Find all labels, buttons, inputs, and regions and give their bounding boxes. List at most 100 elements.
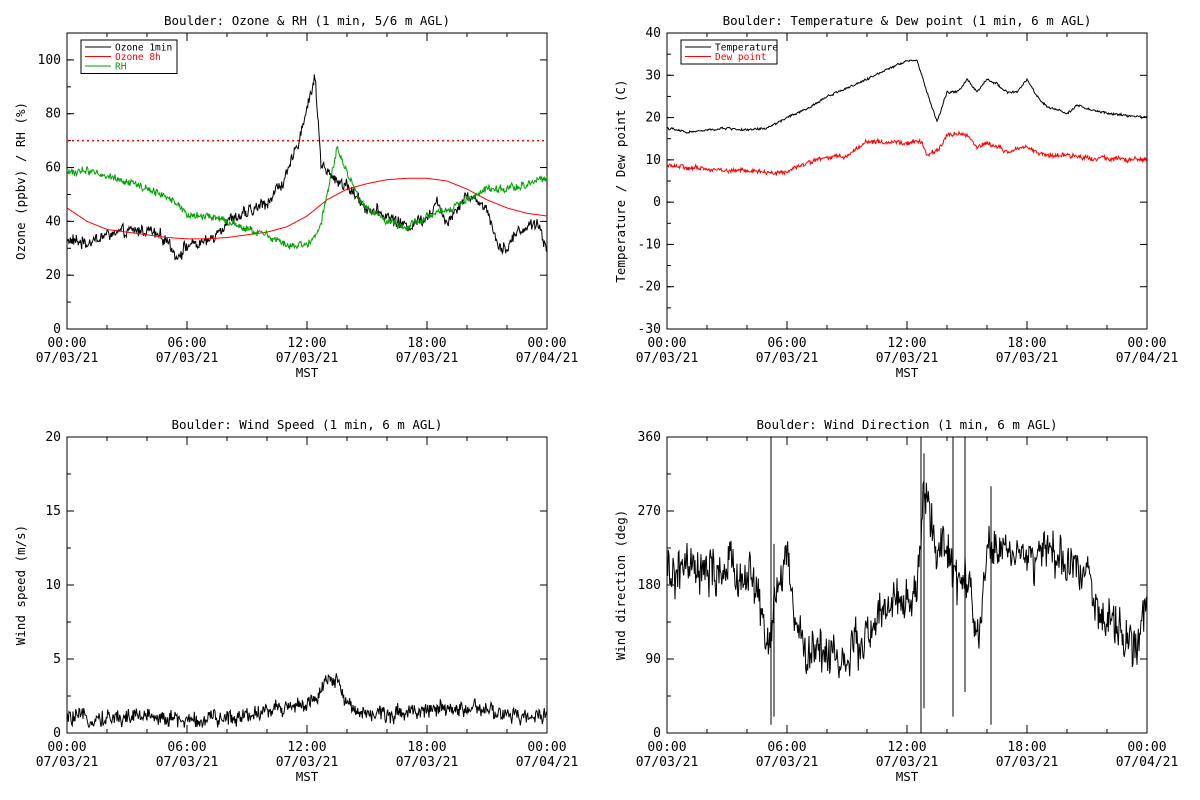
x-tick-time-label: 00:00 xyxy=(647,740,686,755)
legend-label: Temperature xyxy=(715,43,778,54)
x-tick-date-label: 07/03/21 xyxy=(276,755,339,770)
series-line-2 xyxy=(67,177,547,240)
y-tick-label: 20 xyxy=(45,268,61,283)
chart-title: Boulder: Ozone & RH (1 min, 5/6 m AGL) xyxy=(164,13,450,28)
x-tick-time-label: 12:00 xyxy=(887,740,926,755)
x-tick-date-label: 07/03/21 xyxy=(996,351,1059,366)
series-line-2 xyxy=(667,130,1147,176)
plot-area xyxy=(667,437,1147,733)
x-tick-date-label: 07/03/21 xyxy=(876,351,939,366)
x-axis-label: MST xyxy=(296,365,319,380)
x-axis-label: MST xyxy=(896,365,919,380)
x-tick-date-label: 07/04/21 xyxy=(1116,351,1179,366)
series-line-2 xyxy=(770,437,992,733)
x-tick-date-label: 07/03/21 xyxy=(396,755,459,770)
legend-label: Dew point xyxy=(715,52,766,63)
plot-area xyxy=(67,673,547,729)
y-tick-label: 0 xyxy=(53,322,61,337)
series-line-1 xyxy=(67,673,547,729)
x-tick-date-label: 07/03/21 xyxy=(756,755,819,770)
x-tick-time-label: 18:00 xyxy=(1007,740,1046,755)
x-tick-date-label: 07/03/21 xyxy=(36,755,99,770)
y-axis-label: Wind direction (deg) xyxy=(613,510,628,661)
x-tick-time-label: 06:00 xyxy=(167,336,206,351)
y-axis-label: Temperature / Dew point (C) xyxy=(613,79,628,282)
plot-area xyxy=(67,74,547,261)
y-tick-label: 40 xyxy=(45,214,61,229)
y-tick-label: 90 xyxy=(645,652,661,667)
x-tick-time-label: 12:00 xyxy=(287,740,326,755)
y-tick-label: 80 xyxy=(45,107,61,122)
x-tick-date-label: 07/03/21 xyxy=(276,351,339,366)
x-tick-time-label: 00:00 xyxy=(1127,740,1166,755)
x-tick-date-label: 07/03/21 xyxy=(756,351,819,366)
x-tick-date-label: 07/04/21 xyxy=(1116,755,1179,770)
x-tick-date-label: 07/03/21 xyxy=(636,351,699,366)
chart-panel-4: Boulder: Wind Direction (1 min, 6 m AGL)… xyxy=(613,417,1178,784)
y-axis-label: Ozone (ppbv) / RH (%) xyxy=(13,102,28,260)
y-tick-label: 15 xyxy=(45,504,61,519)
x-tick-time-label: 06:00 xyxy=(167,740,206,755)
y-tick-label: 100 xyxy=(38,53,61,68)
x-tick-time-label: 00:00 xyxy=(647,336,686,351)
series-line-3 xyxy=(67,145,547,250)
y-tick-label: 20 xyxy=(45,430,61,445)
x-tick-date-label: 07/03/21 xyxy=(396,351,459,366)
x-tick-time-label: 18:00 xyxy=(407,740,446,755)
x-tick-date-label: 07/03/21 xyxy=(636,755,699,770)
y-tick-label: 0 xyxy=(653,726,661,741)
x-tick-date-label: 07/03/21 xyxy=(36,351,99,366)
series-line-1 xyxy=(667,59,1147,134)
x-tick-date-label: 07/04/21 xyxy=(516,351,579,366)
chart-title: Boulder: Wind Direction (1 min, 6 m AGL) xyxy=(756,417,1057,432)
x-tick-date-label: 07/03/21 xyxy=(156,351,219,366)
y-tick-label: 0 xyxy=(653,195,661,210)
x-tick-time-label: 00:00 xyxy=(47,740,86,755)
legend-label: Ozone 1min xyxy=(115,43,172,54)
y-tick-label: 40 xyxy=(645,26,661,41)
plot-frame xyxy=(666,32,1148,330)
y-tick-label: 5 xyxy=(53,652,61,667)
x-tick-time-label: 12:00 xyxy=(887,336,926,351)
x-tick-time-label: 00:00 xyxy=(527,740,566,755)
chart-panel-3: Boulder: Wind Speed (1 min, 6 m AGL) 0 5 10… xyxy=(13,417,578,784)
y-tick-label: 10 xyxy=(645,153,661,168)
x-tick-time-label: 06:00 xyxy=(767,740,806,755)
x-tick-time-label: 06:00 xyxy=(767,336,806,351)
plot-frame xyxy=(66,436,548,734)
x-tick-date-label: 07/03/21 xyxy=(876,755,939,770)
y-tick-label: 60 xyxy=(45,161,61,176)
x-tick-time-label: 18:00 xyxy=(407,336,446,351)
x-tick-time-label: 00:00 xyxy=(47,336,86,351)
series-line-1 xyxy=(67,74,547,261)
x-tick-time-label: 00:00 xyxy=(527,336,566,351)
x-tick-time-label: 18:00 xyxy=(1007,336,1046,351)
y-tick-label: -10 xyxy=(638,237,661,252)
y-tick-label: -30 xyxy=(638,322,661,337)
x-tick-date-label: 07/03/21 xyxy=(156,755,219,770)
series-line-1 xyxy=(667,481,1147,679)
x-tick-date-label: 07/03/21 xyxy=(996,755,1059,770)
y-tick-label: 180 xyxy=(638,578,661,593)
y-tick-label: 20 xyxy=(645,111,661,126)
chart-panel-2: Boulder: Temperature & Dew point (1 min,… xyxy=(613,13,1178,380)
y-tick-label: 10 xyxy=(45,578,61,593)
x-tick-time-label: 12:00 xyxy=(287,336,326,351)
x-tick-time-label: 00:00 xyxy=(1127,336,1166,351)
x-axis-label: MST xyxy=(896,769,919,784)
chart-title: Boulder: Wind Speed (1 min, 6 m AGL) xyxy=(172,417,443,432)
y-axis-label: Wind speed (m/s) xyxy=(13,525,28,645)
legend-label: Ozone 8h xyxy=(115,52,161,63)
legend-label: RH xyxy=(115,62,127,73)
plot-area xyxy=(667,59,1147,176)
chart-title: Boulder: Temperature & Dew point (1 min,… xyxy=(723,13,1092,28)
y-tick-label: 30 xyxy=(645,68,661,83)
chart-panel-1: Boulder: Ozone & RH (1 min, 5/6 m AGL) 0 2… xyxy=(13,13,578,380)
legend-box xyxy=(680,39,778,65)
plot-frame xyxy=(66,32,548,330)
y-tick-label: 360 xyxy=(638,430,661,445)
x-tick-date-label: 07/04/21 xyxy=(516,755,579,770)
y-tick-label: 270 xyxy=(638,504,661,519)
x-axis-label: MST xyxy=(296,769,319,784)
